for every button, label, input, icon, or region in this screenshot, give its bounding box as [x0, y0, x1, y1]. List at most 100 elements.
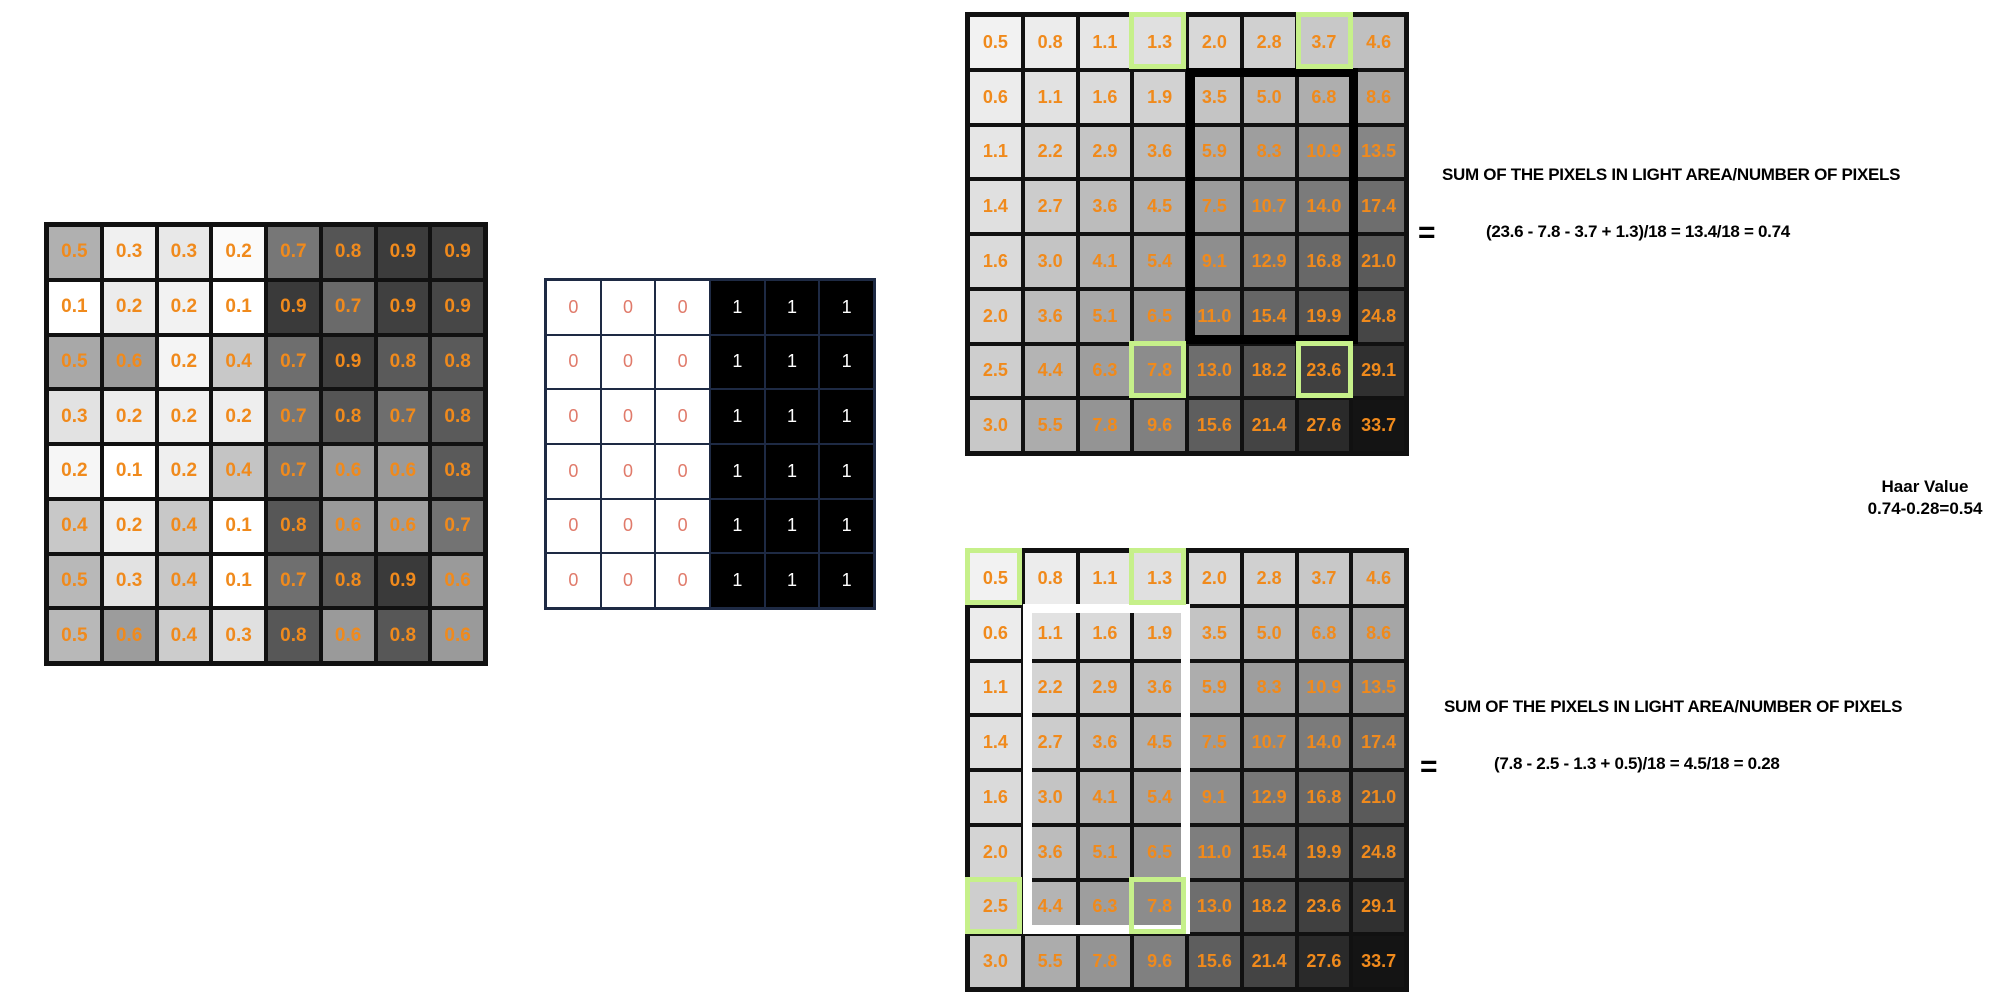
mask-cell: 0 — [546, 389, 601, 444]
image-pixel-cell: 0.8 — [320, 225, 376, 280]
integral-cell: 6.3 — [1077, 879, 1133, 935]
mask-cell: 0 — [600, 389, 656, 444]
image-pixel-cell: 0.7 — [320, 279, 376, 335]
integral-cell: 1.1 — [1022, 605, 1078, 661]
integral-cell: 5.9 — [1187, 660, 1242, 716]
mask-cell: 1 — [710, 553, 765, 608]
integral-cell: 1.6 — [1077, 69, 1133, 125]
integral-cell: 2.8 — [1241, 15, 1297, 70]
mask-cell: 0 — [655, 444, 710, 499]
integral-cell: 7.8 — [1132, 879, 1187, 935]
integral-cell: 13.5 — [1351, 124, 1406, 180]
image-pixel-cell: 0.6 — [430, 608, 485, 663]
integral-cell: 4.5 — [1132, 715, 1187, 770]
integral-cell: 1.1 — [968, 124, 1023, 180]
integral-cell: 15.4 — [1241, 824, 1297, 880]
integral-cell: 29.1 — [1351, 343, 1406, 399]
integral-cell: 1.9 — [1132, 605, 1187, 661]
mask-cell: 0 — [600, 334, 656, 390]
integral-cell: 5.4 — [1132, 770, 1187, 825]
integral-cell: 13.5 — [1351, 660, 1406, 716]
integral-cell: 3.0 — [968, 934, 1023, 989]
mask-cell: 1 — [710, 498, 765, 554]
image-pixel-cell: 0.1 — [211, 279, 266, 335]
integral-cell: 1.1 — [1022, 69, 1078, 125]
image-pixel-cell: 0.6 — [101, 608, 157, 663]
image-pixel-cell: 0.2 — [156, 389, 212, 444]
integral-cell: 2.7 — [1022, 179, 1078, 234]
integral-cell: 33.7 — [1351, 934, 1406, 989]
image-pixel-cell: 0.3 — [211, 608, 266, 663]
haar-value-block: Haar Value 0.74-0.28=0.54 — [1860, 476, 1990, 520]
integral-cell: 1.9 — [1132, 69, 1187, 125]
integral-cell: 10.9 — [1296, 124, 1352, 180]
mask-cell: 1 — [819, 389, 874, 444]
integral-cell: 24.8 — [1351, 824, 1406, 880]
integral-cell: 3.7 — [1296, 15, 1352, 70]
integral-cell: 16.8 — [1296, 234, 1352, 289]
mask-cell: 1 — [819, 498, 874, 554]
image-pixel-cell: 0.2 — [156, 444, 212, 499]
image-pixel-cell: 0.8 — [266, 498, 321, 554]
integral-cell: 15.6 — [1187, 934, 1242, 989]
integral-cell: 6.5 — [1132, 288, 1187, 344]
integral-cell: 12.9 — [1241, 234, 1297, 289]
integral-cell: 10.9 — [1296, 660, 1352, 716]
integral-cell: 0.5 — [968, 551, 1023, 606]
integral-cell: 9.6 — [1132, 398, 1187, 453]
image-pixel-cell: 0.4 — [211, 444, 266, 499]
top-formula-expression: (23.6 - 7.8 - 3.7 + 1.3)/18 = 13.4/18 = … — [1486, 222, 1790, 241]
integral-cell: 5.5 — [1022, 934, 1078, 989]
mask-cell: 1 — [819, 444, 874, 499]
mask-cell: 1 — [710, 280, 765, 335]
image-pixel-cell: 0.3 — [101, 553, 157, 609]
image-pixel-cell: 0.9 — [320, 334, 376, 390]
image-pixel-cell: 0.8 — [375, 608, 431, 663]
integral-cell: 2.0 — [968, 824, 1023, 880]
image-pixel-cell: 0.1 — [211, 553, 266, 609]
image-pixel-cell: 0.1 — [101, 444, 157, 499]
mask-cell: 1 — [764, 334, 820, 390]
integral-cell: 3.5 — [1187, 605, 1242, 661]
bottom-formula-title: SUM OF THE PIXELS IN LIGHT AREA/NUMBER O… — [1444, 697, 1903, 716]
mask-cell: 1 — [764, 389, 820, 444]
mask-cell: 0 — [600, 444, 656, 499]
integral-cell: 0.8 — [1022, 15, 1078, 70]
integral-cell: 5.5 — [1022, 398, 1078, 453]
integral-cell: 27.6 — [1296, 934, 1352, 989]
integral-cell: 18.2 — [1241, 879, 1297, 935]
integral-cell: 2.5 — [968, 343, 1023, 399]
mask-cell: 0 — [546, 444, 601, 499]
integral-cell: 4.1 — [1077, 234, 1133, 289]
integral-cell: 3.0 — [1022, 234, 1078, 289]
mask-cell: 1 — [764, 553, 820, 608]
integral-cell: 7.5 — [1187, 179, 1242, 234]
integral-cell: 7.5 — [1187, 715, 1242, 770]
integral-cell: 11.0 — [1187, 288, 1242, 344]
integral-cell: 14.0 — [1296, 179, 1352, 234]
image-pixel-cell: 0.4 — [156, 608, 212, 663]
image-pixel-cell: 0.5 — [47, 334, 102, 390]
integral-cell: 6.5 — [1132, 824, 1187, 880]
image-pixel-cell: 0.8 — [430, 334, 485, 390]
integral-cell: 3.0 — [968, 398, 1023, 453]
integral-cell: 13.0 — [1187, 879, 1242, 935]
mask-cell: 0 — [655, 553, 710, 608]
integral-image-grid-bottom: 0.5 0.8 1.1 1.3 2.0 2.8 3.7 4.6 0.6 1.1 1.6 1.9 3.5 5… — [965, 548, 1409, 992]
integral-cell: 1.1 — [1077, 15, 1133, 70]
integral-cell: 4.6 — [1351, 15, 1406, 70]
integral-cell: 6.8 — [1296, 69, 1352, 125]
integral-cell: 21.0 — [1351, 234, 1406, 289]
image-pixel-cell: 0.4 — [156, 553, 212, 609]
integral-cell: 29.1 — [1351, 879, 1406, 935]
image-pixel-cell: 0.6 — [101, 334, 157, 390]
integral-cell: 33.7 — [1351, 398, 1406, 453]
integral-cell: 21.0 — [1351, 770, 1406, 825]
mask-cell: 1 — [764, 498, 820, 554]
integral-cell: 0.6 — [968, 69, 1023, 125]
image-pixel-cell: 0.7 — [266, 225, 321, 280]
integral-cell: 8.3 — [1241, 124, 1297, 180]
integral-cell: 1.3 — [1132, 551, 1187, 606]
image-pixel-grid: 0.5 0.3 0.3 0.2 0.7 0.8 0.9 0.9 0.1 0.2 0.2 0.1 0.9 0… — [44, 222, 488, 666]
image-pixel-cell: 0.8 — [430, 444, 485, 499]
